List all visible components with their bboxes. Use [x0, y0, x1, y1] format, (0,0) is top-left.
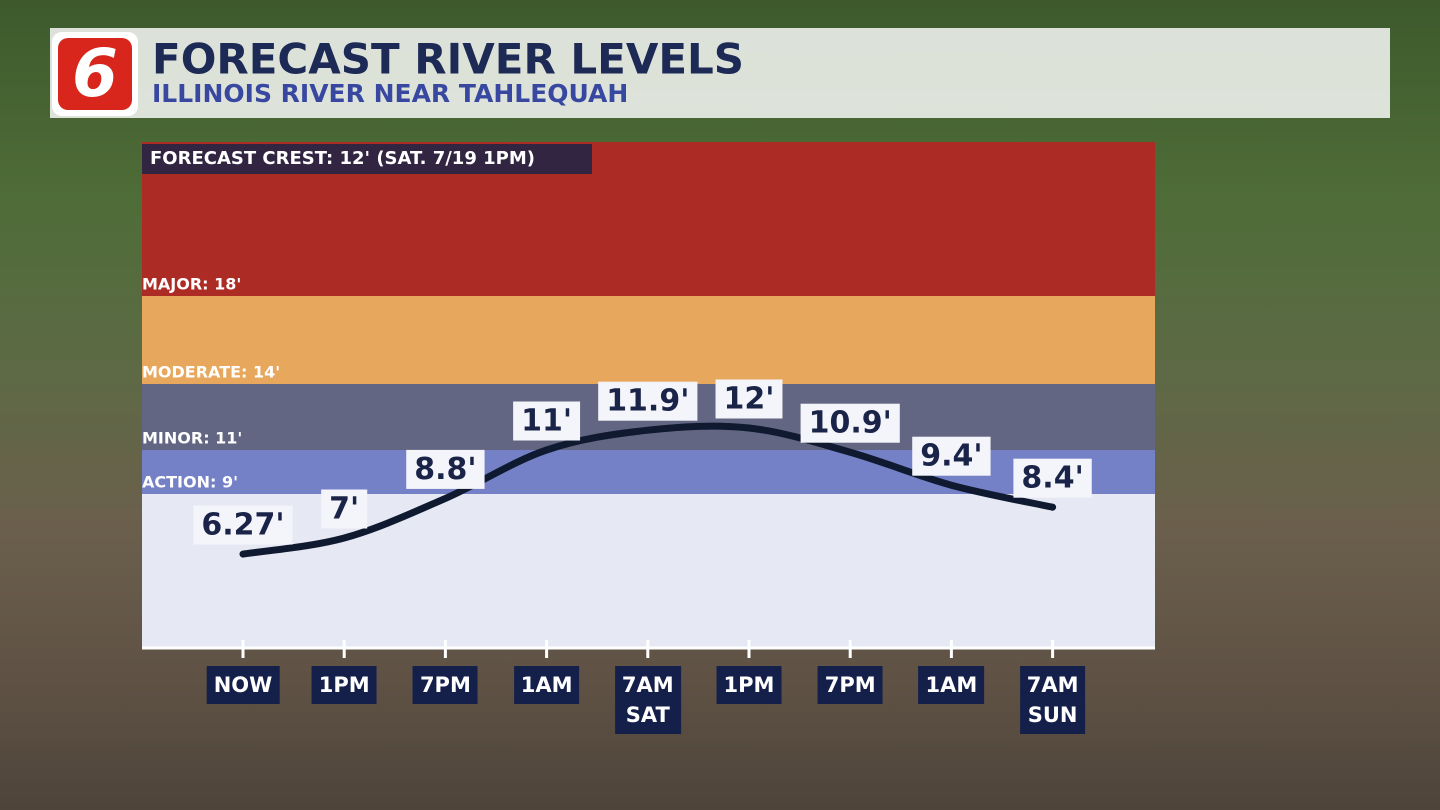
x-tick-label: 1PM	[716, 666, 782, 704]
logo-badge	[58, 38, 132, 110]
value-label: 10.9'	[809, 406, 892, 441]
x-tick-label: 1PM	[311, 666, 377, 704]
value-label: 7'	[329, 492, 359, 527]
chart-title: FORECAST RIVER LEVELS	[152, 35, 744, 84]
x-tick-label: 7PM	[817, 666, 883, 704]
value-label-group: 6.27'	[193, 505, 293, 545]
stage-band	[142, 450, 1155, 494]
value-label: 9.4'	[920, 439, 982, 474]
stage-label: ACTION: 9'	[142, 473, 238, 492]
chart-subtitle: ILLINOIS RIVER NEAR TAHLEQUAH	[152, 79, 628, 108]
x-tick-label: 7AM SAT	[614, 666, 681, 734]
x-tick-label: NOW	[206, 666, 280, 704]
value-label-group: 8.8'	[406, 449, 485, 489]
value-label-box	[406, 449, 485, 489]
stage-label: MINOR: 11'	[142, 429, 242, 448]
logo: 6	[72, 35, 118, 112]
value-label: 8.8'	[414, 452, 476, 487]
x-tick-label: 7AM SUN	[1019, 666, 1086, 734]
river-line	[239, 422, 1057, 558]
value-label-box	[598, 381, 698, 421]
x-tick-label: 7PM	[412, 666, 478, 704]
value-label-box	[715, 379, 783, 419]
value-label-box	[193, 505, 293, 545]
x-tick-label: 1AM	[513, 666, 580, 704]
value-label-group: 7'	[321, 489, 368, 529]
value-label-group: 12'	[715, 379, 783, 419]
value-label: 11'	[521, 404, 572, 439]
value-label-box	[1013, 458, 1092, 498]
value-label-group: 9.4'	[912, 436, 991, 476]
value-label: 12'	[724, 382, 775, 417]
value-label: 8.4'	[1021, 461, 1083, 496]
value-label: 6.27'	[201, 508, 284, 543]
value-label-box	[321, 489, 368, 529]
title-bar	[50, 28, 1390, 118]
annotation-box	[142, 144, 592, 174]
value-label-group: 8.4'	[1013, 458, 1092, 498]
value-label-group: 11.9'	[598, 381, 698, 421]
x-tick-label: 1AM	[918, 666, 985, 704]
stage-label: MAJOR: 18'	[142, 275, 241, 294]
value-label-box	[800, 403, 900, 443]
stage-band	[142, 296, 1155, 384]
annotation: FORECAST CREST: 12' (SAT. 7/19 1PM)	[150, 148, 535, 169]
value-label-box	[513, 401, 581, 441]
stage-label: MODERATE: 14'	[142, 363, 280, 382]
value-label-box	[912, 436, 991, 476]
value-label: 11.9'	[606, 384, 689, 419]
value-label-group: 11'	[513, 401, 581, 441]
value-label-group: 10.9'	[800, 403, 900, 443]
